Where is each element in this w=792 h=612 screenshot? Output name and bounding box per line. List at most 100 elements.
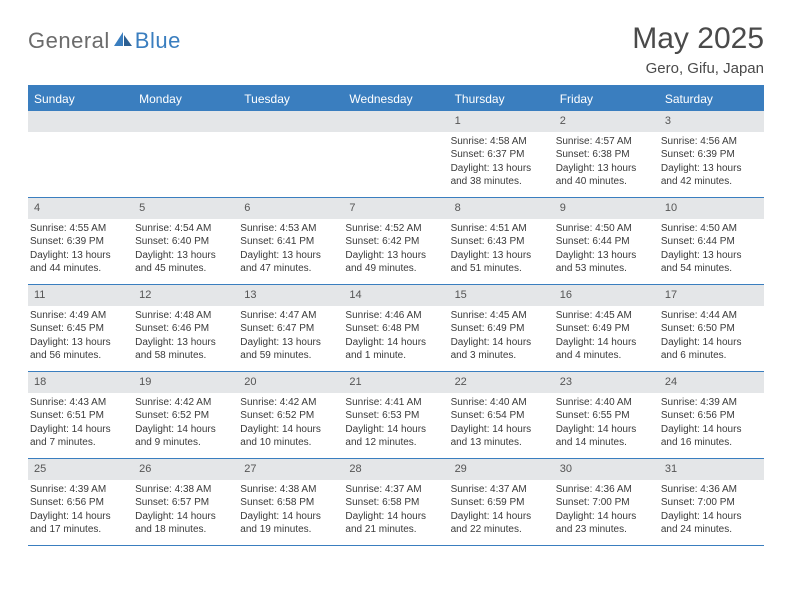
day-info: Sunrise: 4:39 AMSunset: 6:56 PMDaylight:…	[28, 483, 133, 537]
day-dl1: Daylight: 13 hours	[451, 249, 550, 263]
day-dl2: and 23 minutes.	[556, 523, 655, 537]
day-ss: Sunset: 6:39 PM	[30, 235, 129, 249]
day-dl2: and 3 minutes.	[451, 349, 550, 363]
day-ss: Sunset: 6:52 PM	[240, 409, 339, 423]
day-cell: 20Sunrise: 4:42 AMSunset: 6:52 PMDayligh…	[238, 372, 343, 458]
day-number: 28	[343, 459, 448, 480]
day-dl1: Daylight: 14 hours	[661, 423, 760, 437]
day-info: Sunrise: 4:39 AMSunset: 6:56 PMDaylight:…	[659, 396, 764, 450]
day-number: 18	[28, 372, 133, 393]
day-ss: Sunset: 6:44 PM	[661, 235, 760, 249]
day-dl2: and 44 minutes.	[30, 262, 129, 276]
day-dl2: and 47 minutes.	[240, 262, 339, 276]
day-cell: 30Sunrise: 4:36 AMSunset: 7:00 PMDayligh…	[554, 459, 659, 545]
day-cell: 14Sunrise: 4:46 AMSunset: 6:48 PMDayligh…	[343, 285, 448, 371]
day-ss: Sunset: 6:46 PM	[135, 322, 234, 336]
day-dl1: Daylight: 13 hours	[345, 249, 444, 263]
day-dl1: Daylight: 14 hours	[451, 423, 550, 437]
day-info: Sunrise: 4:46 AMSunset: 6:48 PMDaylight:…	[343, 309, 448, 363]
day-dl1: Daylight: 13 hours	[240, 249, 339, 263]
header: General Blue May 2025 Gero, Gifu, Japan	[28, 22, 764, 77]
day-sr: Sunrise: 4:44 AM	[661, 309, 760, 323]
day-ss: Sunset: 6:55 PM	[556, 409, 655, 423]
day-sr: Sunrise: 4:51 AM	[451, 222, 550, 236]
weekday-header-row: Sunday Monday Tuesday Wednesday Thursday…	[28, 87, 764, 111]
day-ss: Sunset: 6:39 PM	[661, 148, 760, 162]
day-dl2: and 10 minutes.	[240, 436, 339, 450]
week-row: 1Sunrise: 4:58 AMSunset: 6:37 PMDaylight…	[28, 111, 764, 198]
day-number: 23	[554, 372, 659, 393]
day-ss: Sunset: 6:51 PM	[30, 409, 129, 423]
day-dl1: Daylight: 14 hours	[345, 423, 444, 437]
day-info: Sunrise: 4:44 AMSunset: 6:50 PMDaylight:…	[659, 309, 764, 363]
day-number: 8	[449, 198, 554, 219]
day-ss: Sunset: 6:42 PM	[345, 235, 444, 249]
day-number	[133, 111, 238, 132]
day-sr: Sunrise: 4:45 AM	[556, 309, 655, 323]
weekday-header: Thursday	[449, 87, 554, 111]
day-info: Sunrise: 4:40 AMSunset: 6:54 PMDaylight:…	[449, 396, 554, 450]
day-cell	[133, 111, 238, 197]
day-info: Sunrise: 4:50 AMSunset: 6:44 PMDaylight:…	[659, 222, 764, 276]
day-sr: Sunrise: 4:43 AM	[30, 396, 129, 410]
day-info: Sunrise: 4:45 AMSunset: 6:49 PMDaylight:…	[449, 309, 554, 363]
day-sr: Sunrise: 4:53 AM	[240, 222, 339, 236]
weeks-container: 1Sunrise: 4:58 AMSunset: 6:37 PMDaylight…	[28, 111, 764, 546]
day-dl2: and 13 minutes.	[451, 436, 550, 450]
day-cell: 23Sunrise: 4:40 AMSunset: 6:55 PMDayligh…	[554, 372, 659, 458]
day-number: 30	[554, 459, 659, 480]
day-number: 2	[554, 111, 659, 132]
day-sr: Sunrise: 4:39 AM	[661, 396, 760, 410]
day-dl2: and 38 minutes.	[451, 175, 550, 189]
day-sr: Sunrise: 4:46 AM	[345, 309, 444, 323]
day-info: Sunrise: 4:51 AMSunset: 6:43 PMDaylight:…	[449, 222, 554, 276]
day-number	[28, 111, 133, 132]
day-dl2: and 24 minutes.	[661, 523, 760, 537]
day-ss: Sunset: 6:58 PM	[240, 496, 339, 510]
day-ss: Sunset: 6:58 PM	[345, 496, 444, 510]
day-ss: Sunset: 7:00 PM	[661, 496, 760, 510]
day-dl1: Daylight: 14 hours	[135, 423, 234, 437]
day-number: 15	[449, 285, 554, 306]
week-row: 11Sunrise: 4:49 AMSunset: 6:45 PMDayligh…	[28, 285, 764, 372]
day-number: 3	[659, 111, 764, 132]
week-row: 18Sunrise: 4:43 AMSunset: 6:51 PMDayligh…	[28, 372, 764, 459]
calendar-grid: Sunday Monday Tuesday Wednesday Thursday…	[28, 85, 764, 546]
day-dl1: Daylight: 13 hours	[451, 162, 550, 176]
day-dl1: Daylight: 13 hours	[661, 249, 760, 263]
day-info: Sunrise: 4:42 AMSunset: 6:52 PMDaylight:…	[238, 396, 343, 450]
day-ss: Sunset: 7:00 PM	[556, 496, 655, 510]
day-ss: Sunset: 6:52 PM	[135, 409, 234, 423]
day-dl2: and 17 minutes.	[30, 523, 129, 537]
logo-sail-icon	[112, 30, 134, 53]
day-ss: Sunset: 6:40 PM	[135, 235, 234, 249]
day-info: Sunrise: 4:55 AMSunset: 6:39 PMDaylight:…	[28, 222, 133, 276]
day-dl2: and 9 minutes.	[135, 436, 234, 450]
day-cell: 18 Sunrise: 4:43 AMSunset: 6:51 PMDayligh…	[28, 372, 133, 458]
day-dl1: Daylight: 14 hours	[451, 336, 550, 350]
day-dl1: Daylight: 14 hours	[661, 336, 760, 350]
day-cell: 7Sunrise: 4:52 AMSunset: 6:42 PMDaylight…	[343, 198, 448, 284]
day-number: 22	[449, 372, 554, 393]
day-dl2: and 45 minutes.	[135, 262, 234, 276]
day-cell: 8 Sunrise: 4:51 AMSunset: 6:43 PMDaylight…	[449, 198, 554, 284]
day-info: Sunrise: 4:43 AMSunset: 6:51 PMDaylight:…	[28, 396, 133, 450]
day-sr: Sunrise: 4:38 AM	[240, 483, 339, 497]
day-cell: 27Sunrise: 4:38 AMSunset: 6:58 PMDayligh…	[238, 459, 343, 545]
day-sr: Sunrise: 4:50 AM	[661, 222, 760, 236]
day-number	[238, 111, 343, 132]
day-cell	[238, 111, 343, 197]
day-dl1: Daylight: 14 hours	[135, 510, 234, 524]
day-number	[343, 111, 448, 132]
day-dl2: and 42 minutes.	[661, 175, 760, 189]
day-cell: 6Sunrise: 4:53 AMSunset: 6:41 PMDaylight…	[238, 198, 343, 284]
day-cell	[28, 111, 133, 197]
day-dl1: Daylight: 13 hours	[135, 336, 234, 350]
day-number: 21	[343, 372, 448, 393]
day-cell: 21Sunrise: 4:41 AMSunset: 6:53 PMDayligh…	[343, 372, 448, 458]
day-number: 6	[238, 198, 343, 219]
day-sr: Sunrise: 4:40 AM	[556, 396, 655, 410]
day-sr: Sunrise: 4:36 AM	[556, 483, 655, 497]
day-ss: Sunset: 6:49 PM	[451, 322, 550, 336]
day-dl2: and 19 minutes.	[240, 523, 339, 537]
